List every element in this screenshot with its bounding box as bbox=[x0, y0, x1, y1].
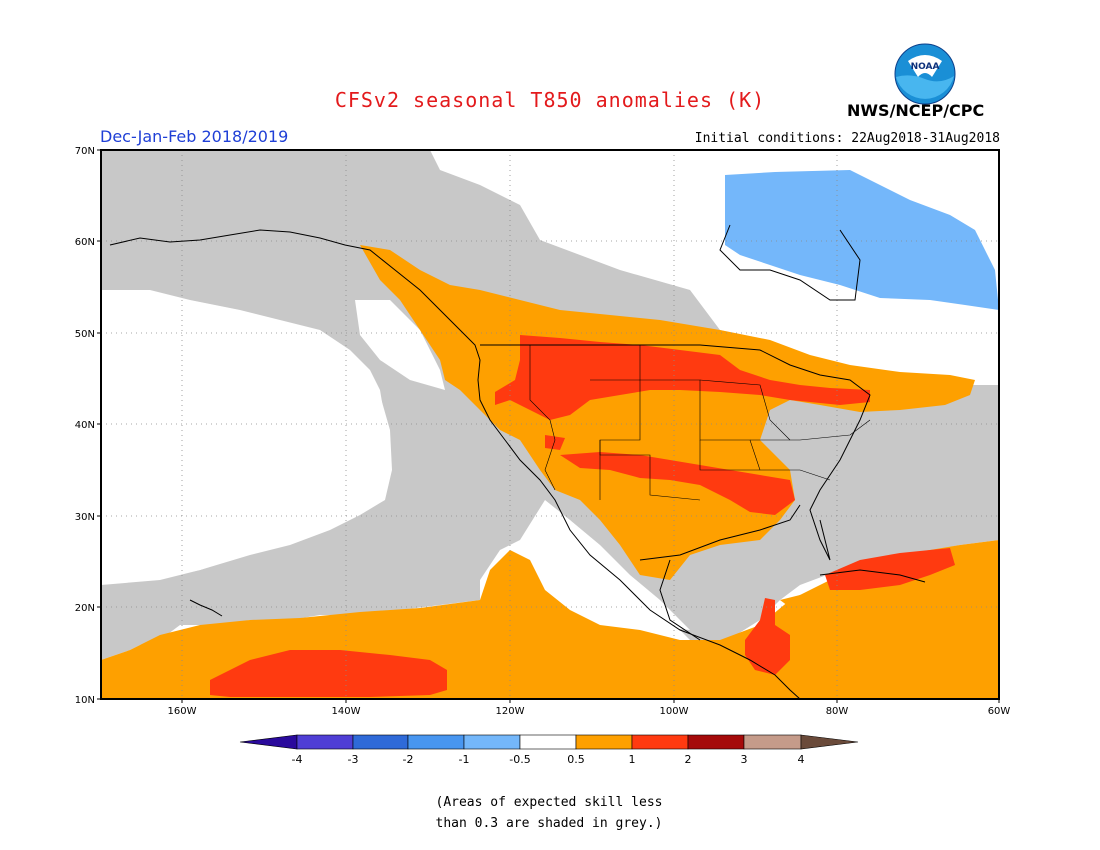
coastlines bbox=[109, 224, 926, 699]
blue-eastern-canada-region bbox=[725, 170, 999, 310]
lon-label: 120W bbox=[496, 706, 525, 717]
colorbar-label: 3 bbox=[741, 753, 748, 766]
red-central-america-region bbox=[745, 598, 790, 675]
lat-label: 20N bbox=[75, 603, 95, 614]
lon-label: 140W bbox=[332, 706, 361, 717]
lon-label: 160W bbox=[168, 706, 197, 717]
colorbar-label: 2 bbox=[685, 753, 692, 766]
skill-note-line: (Areas of expected skill less bbox=[435, 795, 663, 810]
agency-label: NWS/NCEP/CPC bbox=[847, 101, 985, 120]
colorbar bbox=[239, 734, 859, 750]
anomaly-shading bbox=[101, 150, 999, 699]
colorbar-box bbox=[519, 734, 577, 750]
lat-label: 40N bbox=[75, 420, 95, 431]
red-northern-plains-region bbox=[495, 335, 870, 420]
noaa-logo: NOAA bbox=[894, 43, 956, 105]
colorbar-box bbox=[407, 734, 465, 750]
colorbar-label: -4 bbox=[292, 753, 303, 766]
colorbar-box bbox=[463, 734, 521, 750]
colorbar-label: 1 bbox=[629, 753, 636, 766]
season-label: Dec-Jan-Feb 2018/2019 bbox=[100, 127, 289, 146]
red-central-pacific-region bbox=[210, 650, 447, 697]
colorbar-label: -0.5 bbox=[509, 753, 530, 766]
colorbar-label: -1 bbox=[459, 753, 470, 766]
lat-label: 50N bbox=[75, 329, 95, 340]
colorbar-box bbox=[352, 734, 409, 750]
state-borders bbox=[529, 345, 871, 501]
colorbar-box bbox=[575, 734, 633, 750]
colorbar-box bbox=[631, 734, 689, 750]
lon-label: 80W bbox=[826, 706, 849, 717]
initial-conditions-label: Initial conditions: 22Aug2018-31Aug2018 bbox=[694, 131, 1000, 146]
colorbar-low-arrow bbox=[239, 734, 298, 750]
colorbar-box bbox=[296, 734, 354, 750]
colorbar-box bbox=[687, 734, 745, 750]
lat-label: 30N bbox=[75, 512, 95, 523]
skill-note-line: than 0.3 are shaded in grey.) bbox=[435, 816, 663, 831]
colorbar-label: -3 bbox=[348, 753, 359, 766]
lat-label: 60N bbox=[75, 237, 95, 248]
colorbar-label: 0.5 bbox=[567, 753, 585, 766]
lon-label: 60W bbox=[988, 706, 1011, 717]
lon-label: 100W bbox=[660, 706, 689, 717]
lat-label: 10N bbox=[75, 695, 95, 706]
colorbar-label: 4 bbox=[798, 753, 805, 766]
colorbar-label: -2 bbox=[403, 753, 414, 766]
red-caribbean-region bbox=[825, 548, 955, 590]
colorbar-box bbox=[743, 734, 802, 750]
skill-note: (Areas of expected skill less than 0.3 a… bbox=[0, 792, 1100, 834]
lat-label: 70N bbox=[75, 146, 95, 157]
colorbar-high-arrow bbox=[800, 734, 859, 750]
red-southern-plains-region bbox=[560, 452, 795, 515]
chart-title: CFSv2 seasonal T850 anomalies (K) bbox=[334, 88, 766, 112]
svg-text:NOAA: NOAA bbox=[911, 62, 940, 72]
